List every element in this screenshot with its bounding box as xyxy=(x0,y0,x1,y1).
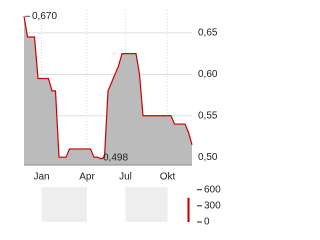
min-label: 0,498 xyxy=(103,153,128,164)
x-tick-label: Jul xyxy=(119,172,132,183)
y-tick-label: 300 xyxy=(204,200,221,211)
y-tick-label: 0,50 xyxy=(198,152,218,163)
y-tick-label: 0 xyxy=(204,217,210,228)
price-area xyxy=(24,16,192,165)
quarter-band xyxy=(41,187,87,222)
x-tick-label: Jan xyxy=(33,172,49,183)
volume-bar xyxy=(187,197,190,222)
price-line xyxy=(23,16,193,160)
y-tick-label: 0,60 xyxy=(198,69,218,80)
max-label: 0,670 xyxy=(32,11,57,22)
y-tick-label: 600 xyxy=(204,184,221,195)
y-tick-label: 0,55 xyxy=(198,110,218,121)
x-tick-label: Okt xyxy=(160,172,176,183)
x-tick-label: Apr xyxy=(79,172,95,183)
quarter-band xyxy=(125,187,168,222)
chart: 0,50 0,55 0,60 0,65 Jan Apr Jul Okt 0,670 0,498 0 3… xyxy=(23,10,221,228)
y-tick-label: 0,65 xyxy=(198,28,218,39)
